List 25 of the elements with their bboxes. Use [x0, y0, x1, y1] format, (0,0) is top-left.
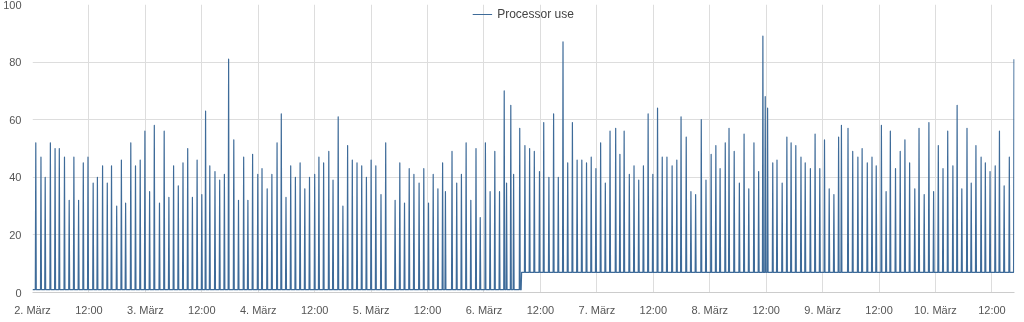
- y-tick-label: 0: [15, 286, 22, 299]
- y-tick-label: 40: [9, 171, 22, 184]
- x-tick-label: 12:00: [75, 303, 103, 316]
- y-tick-label: 20: [9, 228, 22, 241]
- x-tick-label: 12:00: [865, 303, 893, 316]
- x-tick-label: 7. März: [578, 303, 616, 316]
- x-tick-label: 6. März: [465, 303, 503, 316]
- x-tick-label: 12:00: [752, 303, 780, 316]
- x-tick-label: 4. März: [239, 303, 277, 316]
- x-tick-label: 12:00: [300, 303, 329, 316]
- x-tick-label: 8. März: [691, 303, 729, 316]
- x-tick-label: 12:00: [188, 303, 216, 316]
- x-tick-label: 3. März: [127, 303, 164, 316]
- x-tick-label: 12:00: [978, 303, 1006, 316]
- y-tick-label: 60: [9, 113, 22, 126]
- x-tick-label: 9. März: [804, 303, 841, 316]
- x-tick-label: 12:00: [526, 303, 555, 316]
- y-tick-label: 80: [9, 56, 22, 69]
- y-tick-label: 100: [3, 0, 22, 11]
- x-tick-label: 12:00: [413, 303, 442, 316]
- x-tick-label: 2. März: [14, 303, 51, 316]
- x-tick-label: 12:00: [639, 303, 668, 316]
- x-tick-label: 5. März: [352, 303, 390, 316]
- legend-label: Processor use: [497, 7, 574, 21]
- x-tick-label: 10. März: [914, 303, 957, 316]
